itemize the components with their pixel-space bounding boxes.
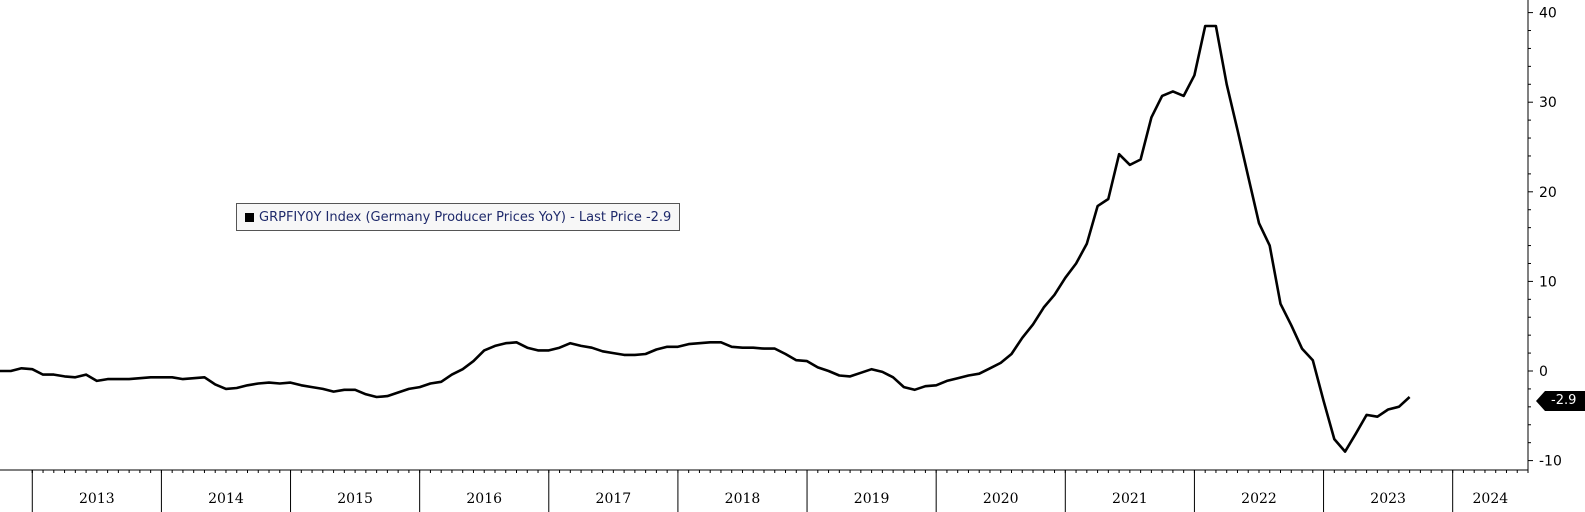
x-tick-label: 2023 bbox=[1370, 491, 1406, 507]
last-price-badge: -2.9 bbox=[1536, 391, 1585, 411]
y-tick-label: 40 bbox=[1539, 6, 1557, 22]
x-tick-label: 2024 bbox=[1473, 491, 1509, 507]
legend: GRPFIY0Y Index (Germany Producer Prices … bbox=[236, 203, 681, 231]
plot-area bbox=[0, 24, 1411, 453]
x-tick-label: 2019 bbox=[854, 491, 890, 507]
y-tick-label: -10 bbox=[1539, 454, 1562, 470]
legend-label: GRPFIY0Y Index (Germany Producer Prices … bbox=[259, 209, 672, 225]
x-tick-label: 2018 bbox=[725, 491, 761, 507]
x-tick-label: 2022 bbox=[1241, 491, 1277, 507]
y-tick-label: 30 bbox=[1539, 95, 1557, 111]
y-tick-label: 10 bbox=[1539, 274, 1557, 290]
y-tick-label: 0 bbox=[1539, 364, 1548, 380]
series-line bbox=[0, 24, 1411, 453]
x-tick-label: 2020 bbox=[983, 491, 1019, 507]
x-axis: 2013 2014 2015 2016 2017 2018 2019 2020 2021 2022… bbox=[0, 469, 1529, 512]
y-axis: 40 30 20 10 0 -10 bbox=[1527, 0, 1562, 470]
x-tick-label: 2021 bbox=[1112, 491, 1148, 507]
y-tick-label: 20 bbox=[1539, 185, 1557, 201]
legend-swatch bbox=[245, 212, 254, 222]
x-tick-label: 2014 bbox=[208, 491, 244, 507]
x-tick-label: 2015 bbox=[337, 491, 373, 507]
x-tick-label: 2013 bbox=[79, 491, 115, 507]
x-tick-label: 2017 bbox=[596, 491, 632, 507]
x-tick-label: 2016 bbox=[466, 491, 502, 507]
